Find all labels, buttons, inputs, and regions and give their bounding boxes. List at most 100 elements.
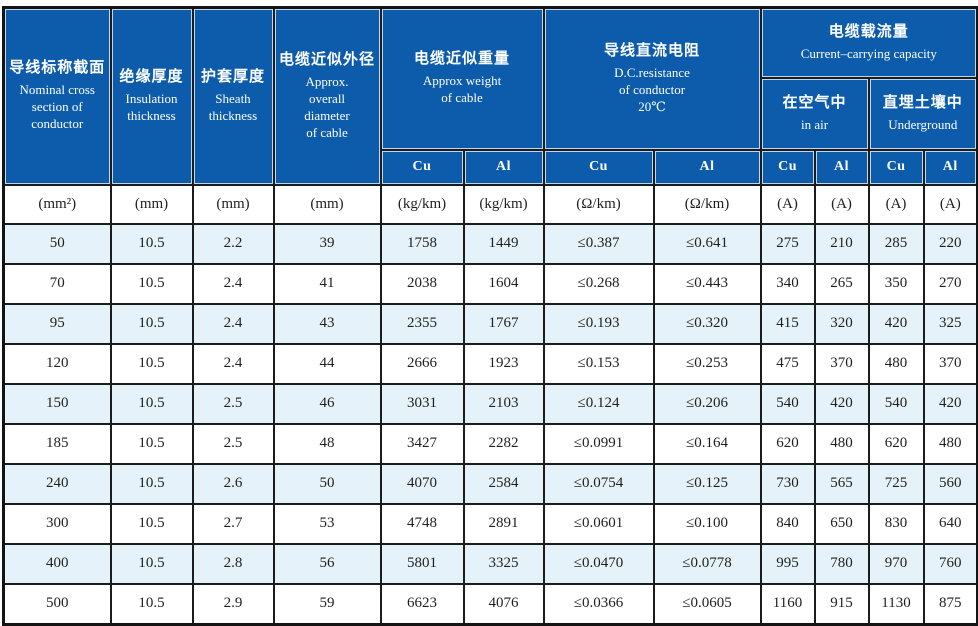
data-cell: 2.5 [191,422,275,465]
data-cell: 70 [2,262,112,305]
table-row: 50 10.5 2.2 39 1758 1449 ≤0.387 ≤0.641 275 210 285… [2,222,978,265]
header-in-air-zh: 在空气中 [782,94,847,111]
data-cell: 420 [867,302,925,345]
header-resistance-zh: 导线直流电阻 [604,42,701,59]
header-current-en: Current–carrying capacity [800,45,937,61]
data-cell: 640 [922,502,978,545]
data-cell: 39 [272,222,382,265]
unit-cell: (mm) [272,183,382,225]
data-cell: 540 [759,382,816,425]
data-cell: ≤0.387 [542,222,655,265]
data-cell: 50 [272,462,382,505]
header-underground-en: Underground [888,116,958,132]
data-cell: 420 [813,382,870,425]
data-cell: 2103 [462,382,545,425]
data-cell: ≤0.124 [542,382,655,425]
unit-cell: (A) [867,183,925,225]
header-diameter-zh: 电缆近似外径 [278,51,375,68]
data-cell: ≤0.0754 [542,462,655,505]
data-cell: 1758 [379,222,465,265]
data-cell: 560 [922,462,978,505]
data-cell: 185 [2,422,112,465]
data-cell: 150 [2,382,112,425]
data-cell: 3031 [379,382,465,425]
data-cell: 10.5 [109,222,194,265]
data-cell: ≤0.0366 [542,582,655,625]
data-cell: 210 [813,222,870,265]
header-weight-zh: 电缆近似重量 [414,51,511,68]
header-in-air: 在空气中 in air [759,76,870,151]
data-cell: 370 [922,342,978,385]
data-cell: 340 [759,262,816,305]
data-cell: 2282 [462,422,545,465]
data-cell: ≤0.0470 [542,542,655,585]
header-weight-group: 电缆近似重量 Approx weight of cable [379,6,545,151]
data-cell: 285 [867,222,925,265]
header-insulation-en: Insulation thickness [125,90,178,123]
header-nominal-en: Nominal cross section of conductor [19,82,95,132]
data-cell: 10.5 [109,422,194,465]
data-cell: 2584 [462,462,545,505]
subheader-weight-cu: Cu [379,148,465,186]
unit-cell: (Ω/km) [652,183,762,225]
data-cell: 4748 [379,502,465,545]
data-cell: 830 [867,502,925,545]
data-cell: ≤0.0605 [652,582,762,625]
data-cell: 2666 [379,342,465,385]
data-cell: 10.5 [109,502,194,545]
data-cell: 10.5 [109,542,194,585]
table-row: 500 10.5 2.9 59 6623 4076 ≤0.0366 ≤0.0605 1160 91… [2,582,978,625]
data-cell: 480 [922,422,978,465]
data-cell: 270 [922,262,978,305]
table-row: 240 10.5 2.6 50 4070 2584 ≤0.0754 ≤0.125 730 565 7… [2,462,978,505]
data-cell: 730 [759,462,816,505]
data-cell: ≤0.206 [652,382,762,425]
data-cell: 10.5 [109,342,194,385]
table-row: 400 10.5 2.8 56 5801 3325 ≤0.0470 ≤0.0778 995 780… [2,542,978,585]
header-nominal-zh: 导线标称截面 [9,60,106,77]
subheader-air-al: Al [813,148,870,186]
header-weight-en: Approx weight of cable [422,73,502,106]
data-cell: 2038 [379,262,465,305]
data-cell: 220 [922,222,978,265]
data-cell: 2.7 [191,502,275,545]
data-cell: 2355 [379,302,465,345]
data-cell: ≤0.443 [652,262,762,305]
header-insulation-thickness: 绝缘厚度 Insulation thickness [109,6,194,186]
data-cell: 4070 [379,462,465,505]
header-underground-zh: 直埋土壤中 [882,94,963,111]
data-cell: 1923 [462,342,545,385]
data-cell: ≤0.0601 [542,502,655,545]
data-cell: 620 [759,422,816,465]
data-cell: 475 [759,342,816,385]
data-cell: 10.5 [109,582,194,625]
data-cell: 300 [2,502,112,545]
data-cell: 320 [813,302,870,345]
table-row: 95 10.5 2.4 43 2355 1767 ≤0.193 ≤0.320 415 320 420… [2,302,978,345]
data-cell: 780 [813,542,870,585]
data-cell: ≤0.193 [542,302,655,345]
data-cell: 2.9 [191,582,275,625]
unit-cell: (A) [813,183,870,225]
header-diameter-en: Approx. overall diameter of cable [304,73,350,140]
data-cell: 43 [272,302,382,345]
data-cell: ≤0.320 [652,302,762,345]
unit-cell: (Ω/km) [542,183,655,225]
data-cell: 565 [813,462,870,505]
data-cell: ≤0.641 [652,222,762,265]
data-cell: 4076 [462,582,545,625]
data-cell: 10.5 [109,262,194,305]
data-cell: 995 [759,542,816,585]
data-cell: 53 [272,502,382,545]
header-sheath-en: Sheath thickness [208,90,258,123]
data-cell: 2.4 [191,302,275,345]
data-cell: 970 [867,542,925,585]
units-row: (mm²) (mm) (mm) (mm) (kg/km) (kg/km) (Ω/… [2,183,978,225]
data-cell: 480 [867,342,925,385]
data-cell: 275 [759,222,816,265]
cable-spec-table: 导线标称截面 Nominal cross section of conducto… [2,6,978,626]
data-cell: 41 [272,262,382,305]
subheader-underground-al: Al [922,148,978,186]
subheader-weight-al: Al [462,148,545,186]
data-cell: 420 [922,382,978,425]
